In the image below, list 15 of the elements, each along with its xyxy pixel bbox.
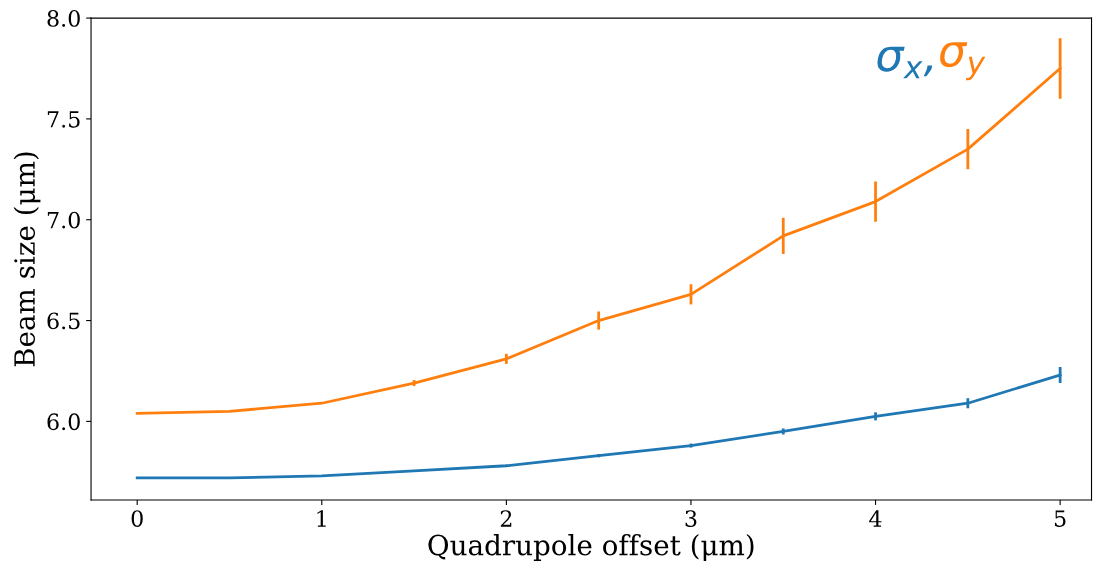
y-tick-label: 7.0	[47, 211, 80, 229]
series-label: σ$_{y}$	[940, 42, 986, 81]
x-tick-label: 0	[131, 510, 143, 527]
x-tick-label: 4	[869, 510, 882, 527]
y-tick-label: 6.0	[47, 413, 80, 431]
x-tick-label: 2	[500, 510, 512, 527]
x-tick-label: 1	[317, 510, 326, 527]
y-tick-label: 8.0	[47, 10, 80, 27]
x-tick-label: 3	[685, 510, 697, 527]
x-axis-title: Quadrupole offset (μm)	[428, 534, 754, 561]
x-tick-label: 5	[1054, 510, 1066, 527]
y-tick-label: 7.5	[47, 111, 80, 128]
y-axis-title: Beam size (μm)	[13, 152, 41, 367]
y-tick-label: 6.5	[47, 312, 80, 330]
text: σ$_{x}$,	[877, 46, 933, 79]
